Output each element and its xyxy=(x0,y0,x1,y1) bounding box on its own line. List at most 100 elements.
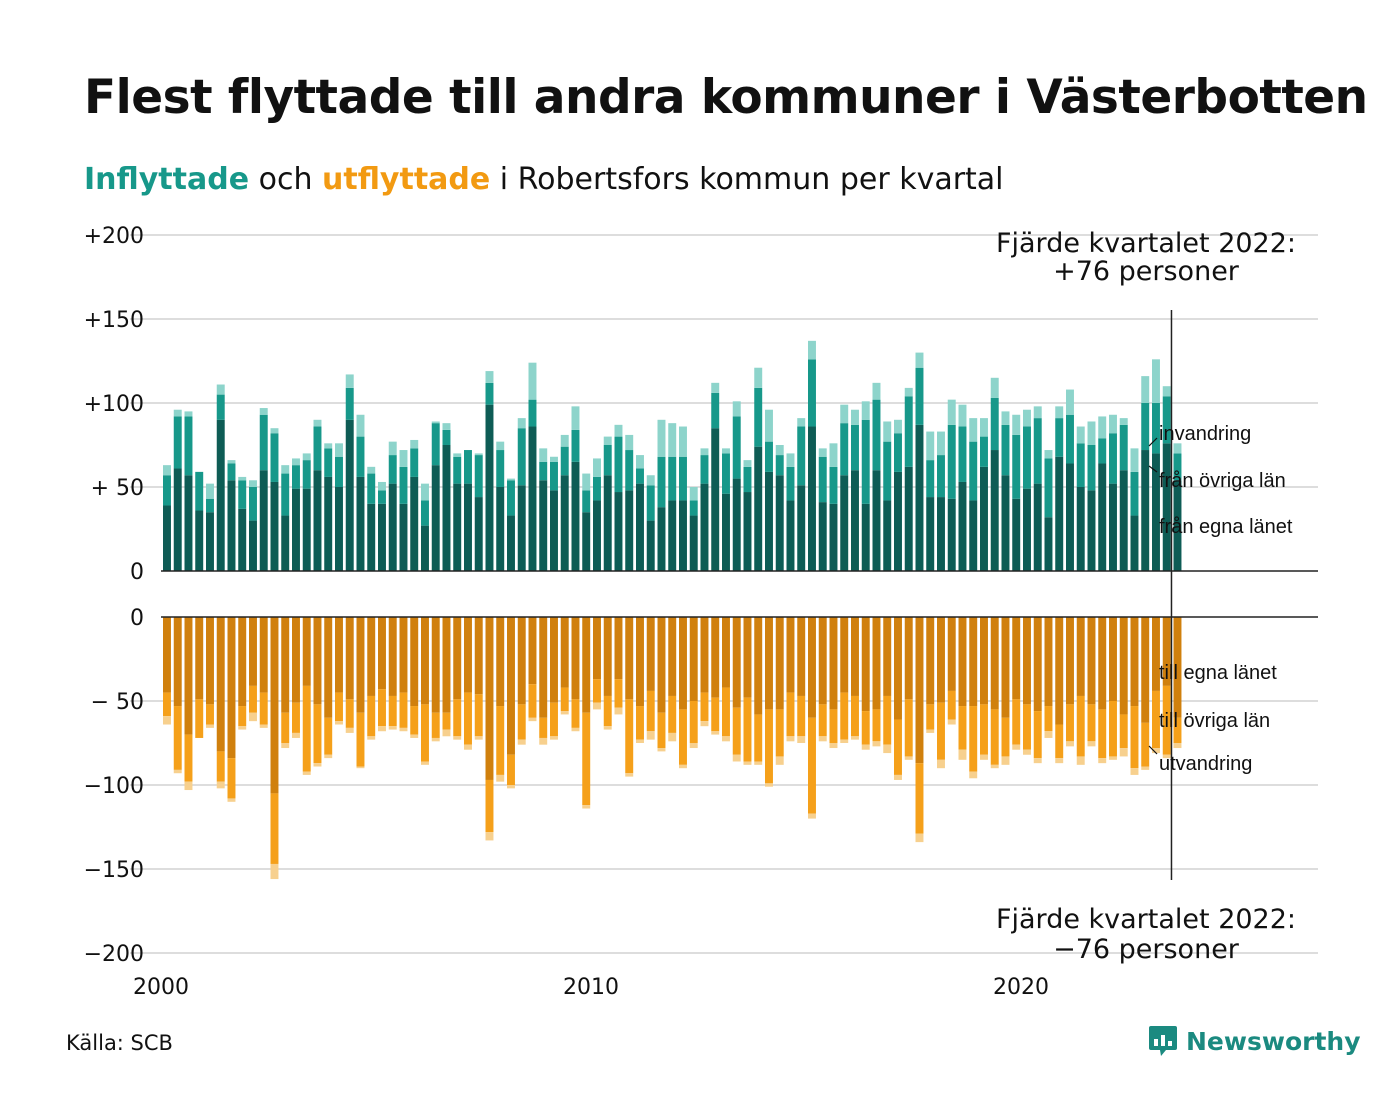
bar-out-emigration xyxy=(1012,744,1021,750)
bar-in-other-county xyxy=(399,466,408,504)
x-tick-label: 2010 xyxy=(563,975,619,1000)
bar-out-emigration xyxy=(840,739,849,743)
bar-in-immigration xyxy=(958,404,967,427)
bar-out-own-county xyxy=(1001,617,1010,718)
bar-in-own-county xyxy=(1066,463,1074,571)
bar-in-own-county xyxy=(335,487,343,571)
bar-in-other-county xyxy=(851,424,859,471)
bar-in-own-county xyxy=(904,466,913,571)
bar-in-other-county xyxy=(1173,453,1182,481)
chart-title: Flest flyttade till andra kommuner i Väs… xyxy=(84,70,1368,125)
bar-in-other-county xyxy=(324,448,333,477)
bar-out-own-county xyxy=(894,617,902,720)
bar-in-own-county xyxy=(980,466,988,571)
bar-out-emigration xyxy=(496,774,505,782)
bar-out-own-county xyxy=(840,617,849,693)
bar-in-immigration xyxy=(915,352,924,368)
bar-in-other-county xyxy=(765,441,773,472)
bar-out-emigration xyxy=(679,764,687,769)
bar-in-own-county xyxy=(1033,483,1042,571)
bar-out-own-county xyxy=(614,617,623,680)
bar-out-other-county xyxy=(571,699,580,728)
bar-out-own-county xyxy=(1109,617,1117,701)
bar-out-own-county xyxy=(754,617,763,715)
bar-in-own-county xyxy=(313,470,322,571)
bar-out-emigration xyxy=(249,712,257,722)
bar-in-immigration xyxy=(184,411,193,417)
bar-out-other-county xyxy=(818,704,827,737)
bar-out-other-county xyxy=(765,709,773,784)
bar-in-other-county xyxy=(1055,418,1064,457)
bar-in-own-county xyxy=(388,483,397,571)
bar-out-own-county xyxy=(818,617,827,705)
bar-out-own-county xyxy=(421,617,429,705)
bar-in-other-county xyxy=(173,416,182,469)
bar-out-other-county xyxy=(1023,704,1031,750)
bar-out-emigration xyxy=(1066,741,1074,747)
bar-out-own-county xyxy=(270,617,279,794)
bar-out-own-county xyxy=(958,617,967,707)
bar-out-own-county xyxy=(302,617,311,686)
bar-out-other-county xyxy=(184,734,193,782)
bar-in-immigration xyxy=(281,465,290,474)
bar-out-own-county xyxy=(1066,617,1074,705)
bar-in-immigration xyxy=(431,421,440,424)
bar-out-other-county xyxy=(926,704,935,730)
bar-out-emigration xyxy=(711,731,720,735)
bar-in-immigration xyxy=(485,371,494,383)
bar-in-own-county xyxy=(765,471,773,571)
bar-in-other-county xyxy=(689,500,698,516)
bar-in-immigration xyxy=(1001,411,1010,425)
bar-in-immigration xyxy=(1162,386,1171,397)
y-tick-label-top: + 50 xyxy=(91,476,144,501)
bar-out-emigration xyxy=(937,759,945,769)
bar-in-own-county xyxy=(657,507,666,571)
bar-in-immigration xyxy=(1173,443,1182,454)
bar-out-emigration xyxy=(528,717,537,722)
bar-in-immigration xyxy=(313,419,322,427)
bar-out-emigration xyxy=(990,764,999,769)
bar-in-own-county xyxy=(668,500,677,571)
bar-in-immigration xyxy=(700,448,709,456)
bar-in-own-county xyxy=(1162,443,1171,571)
bar-in-own-county xyxy=(840,475,849,571)
bar-out-other-county xyxy=(1130,706,1139,769)
bar-in-own-county xyxy=(679,500,687,571)
bar-in-other-county xyxy=(249,487,257,521)
bar-in-other-county xyxy=(227,463,236,481)
bar-in-own-county xyxy=(442,445,451,571)
bar-out-emigration xyxy=(238,726,247,730)
bar-out-emigration xyxy=(550,736,558,740)
bar-out-other-county xyxy=(259,692,268,725)
bar-out-emigration xyxy=(689,743,698,749)
bar-out-other-county xyxy=(625,699,634,774)
bar-in-other-county xyxy=(732,416,741,479)
bar-out-other-county xyxy=(324,717,333,755)
bar-in-other-county xyxy=(775,455,784,476)
bar-out-emigration xyxy=(173,769,182,774)
bar-in-own-county xyxy=(324,476,333,571)
bar-in-own-county xyxy=(216,419,225,571)
bar-in-immigration xyxy=(1130,448,1139,472)
chart-subtitle: Inflyttade och utflyttade i Robertsfors … xyxy=(84,162,1004,197)
bar-in-other-county xyxy=(345,387,354,420)
bar-in-other-county xyxy=(593,476,601,501)
bar-in-other-county xyxy=(646,485,655,521)
bar-in-immigration xyxy=(883,421,892,442)
bar-out-emigration xyxy=(216,781,225,789)
bar-in-own-county xyxy=(754,446,763,571)
bar-out-emigration xyxy=(603,726,612,730)
bar-in-other-county xyxy=(614,436,623,493)
bar-in-own-county xyxy=(1087,490,1096,571)
bar-in-other-county xyxy=(184,416,193,476)
bar-in-immigration xyxy=(410,439,419,449)
bar-out-own-county xyxy=(1012,617,1021,700)
bar-out-emigration xyxy=(292,732,300,738)
bar-in-immigration xyxy=(743,460,752,467)
bar-out-own-county xyxy=(980,617,988,705)
bar-out-own-county xyxy=(732,617,741,708)
bar-in-immigration xyxy=(496,441,505,451)
bar-out-other-county xyxy=(560,687,569,712)
bar-in-other-county xyxy=(367,473,376,504)
bar-out-other-county xyxy=(980,704,988,755)
